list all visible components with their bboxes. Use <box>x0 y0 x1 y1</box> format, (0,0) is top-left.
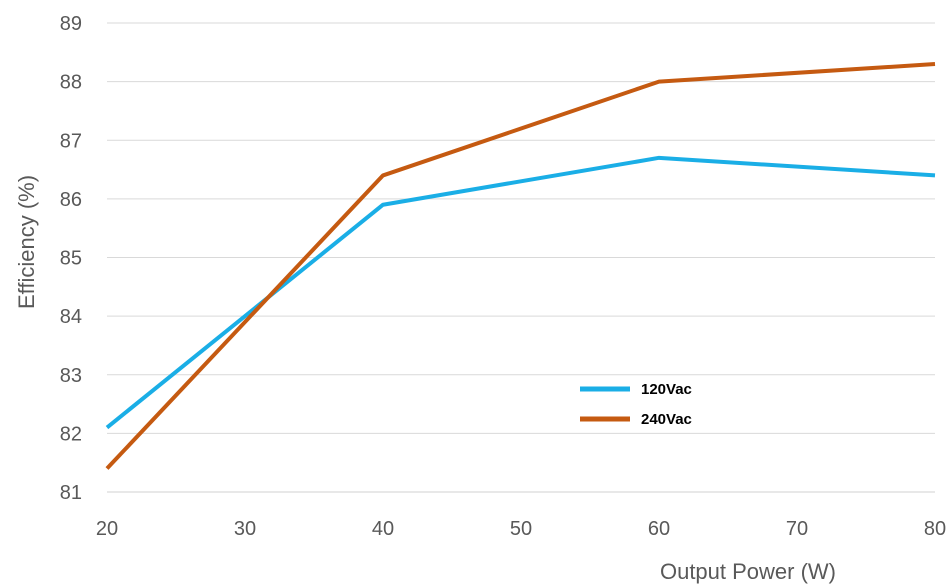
y-tick-label: 82 <box>60 423 82 445</box>
y-tick-label: 86 <box>60 189 82 211</box>
y-axis-title: Efficiency (%) <box>14 175 39 309</box>
y-tick-label: 89 <box>60 13 82 35</box>
x-tick-label: 50 <box>510 518 532 540</box>
y-tick-label: 88 <box>60 72 82 94</box>
legend-label: 120Vac <box>641 381 692 398</box>
x-tick-label: 70 <box>786 518 808 540</box>
y-tick-label: 84 <box>60 306 82 328</box>
y-tick-label: 87 <box>60 130 82 152</box>
x-tick-label: 20 <box>96 518 118 540</box>
x-tick-label: 60 <box>648 518 670 540</box>
series-line-240Vac <box>105 62 936 470</box>
y-tick-label: 83 <box>60 365 82 387</box>
x-tick-labels: 20 30 40 50 60 70 80 <box>96 518 946 540</box>
y-tick-label: 81 <box>60 482 82 504</box>
y-tick-label: 85 <box>60 248 82 270</box>
y-tick-labels: 81 82 83 84 85 86 87 88 89 <box>60 13 82 504</box>
x-tick-label: 80 <box>924 518 946 540</box>
series-lines <box>105 62 936 470</box>
legend-label: 240Vac <box>641 411 692 428</box>
x-tick-label: 40 <box>372 518 394 540</box>
series-line-120Vac <box>105 155 936 430</box>
grid-lines <box>107 22 935 434</box>
x-tick-label: 30 <box>234 518 256 540</box>
x-axis-title: Output Power (W) <box>660 559 836 584</box>
legend: 120Vac 240Vac <box>580 381 692 428</box>
